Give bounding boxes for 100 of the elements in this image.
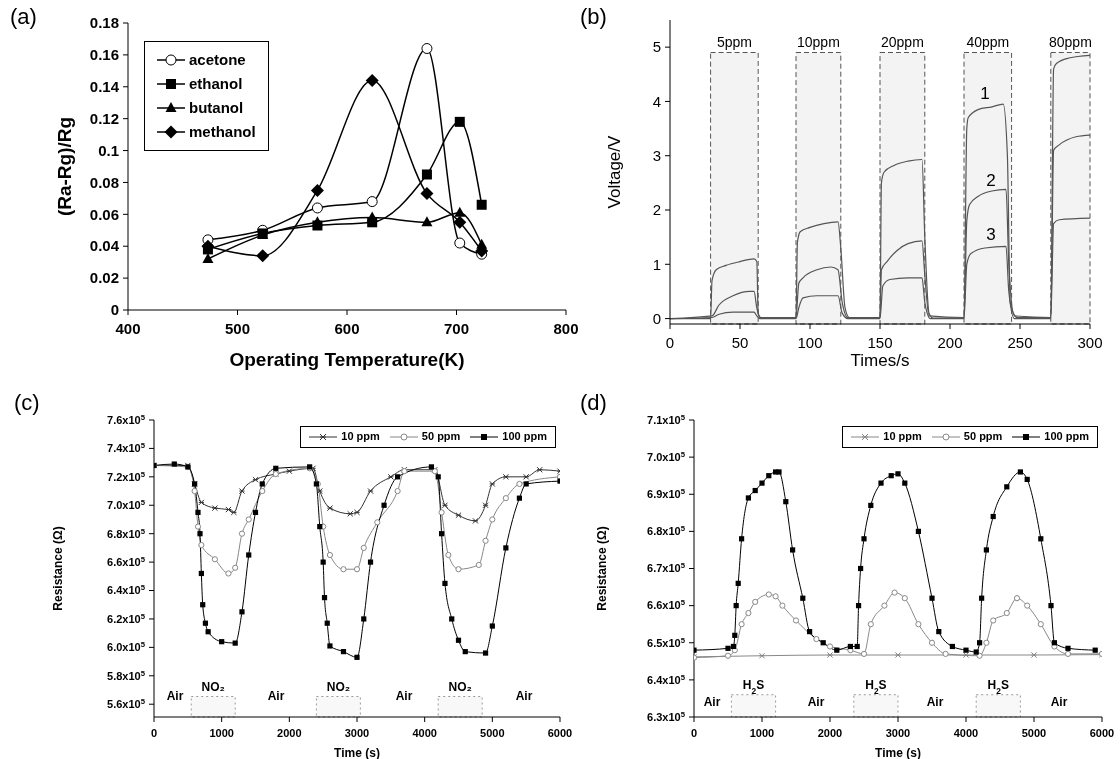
y-tick-label: 0.16 <box>89 46 119 64</box>
x-tick-label: 100 <box>797 334 823 351</box>
annotation: Air <box>1050 695 1068 709</box>
x-tick-label: 4000 <box>953 727 979 739</box>
annotation: Air <box>926 695 944 709</box>
legend-label: methanol <box>189 122 256 142</box>
annotation: Air <box>395 689 413 703</box>
y-tick-label: 7.1x10$^{5}$ <box>647 412 686 426</box>
y-tick-label: 6.4x10$^{5}$ <box>107 582 146 597</box>
y-tick-label: 7.6x10$^{5}$ <box>107 412 146 426</box>
annotation: Air <box>807 695 825 709</box>
x-tick-label: 50 <box>731 334 749 351</box>
y-tick-label: 6.0x10$^{5}$ <box>107 639 146 654</box>
y-tick-label: 6.7x10$^{5}$ <box>647 560 686 575</box>
y-axis-title: (Ra-Rg)/Rg <box>53 116 75 217</box>
y-tick-label: 0.02 <box>89 269 119 287</box>
band-label: NO₂ <box>201 679 225 694</box>
y-axis-title: Voltage/V <box>605 134 625 209</box>
y-tick-label: 4 <box>652 92 661 110</box>
annotation: 1 <box>980 83 990 103</box>
x-tick-label: 150 <box>867 334 893 351</box>
y-tick-label: 7.0x10$^{5}$ <box>647 449 686 463</box>
y-tick-label: 7.0x10$^{5}$ <box>107 497 146 512</box>
x-tick-label: 2000 <box>817 727 843 739</box>
band-label: NO₂ <box>326 679 351 694</box>
band-label: 40ppm <box>966 33 1010 50</box>
annotation: 2 <box>986 170 996 190</box>
y-tick-label: 0.14 <box>89 78 120 96</box>
annotation: Air <box>515 689 533 703</box>
y-tick-label: 5.6x10$^{5}$ <box>107 696 146 711</box>
band-label: 10ppm <box>796 33 840 50</box>
legend-label: 50 ppm <box>421 429 461 444</box>
annotation: Air <box>166 689 184 703</box>
x-tick-label: 5000 <box>1021 727 1047 739</box>
x-tick-label: 1000 <box>749 727 775 739</box>
y-tick-label: 1 <box>652 255 661 273</box>
x-tick-label: 2000 <box>277 727 302 739</box>
x-axis-title: Times/s <box>850 351 910 370</box>
legend-label: 100 ppm <box>1044 429 1089 444</box>
x-tick-label: 800 <box>553 320 579 337</box>
x-tick-label: 200 <box>937 334 963 351</box>
y-tick-label: 6.9x10$^{5}$ <box>647 486 686 501</box>
y-tick-label: 5 <box>652 38 661 56</box>
x-tick-label: 250 <box>1007 334 1033 351</box>
y-tick-label: 6.5x10$^{5}$ <box>647 635 686 649</box>
x-tick-label: 3000 <box>344 727 370 739</box>
band-label: H$_{2}$S <box>865 677 887 696</box>
band-label: NO₂ <box>448 679 472 694</box>
y-tick-label: 0.08 <box>89 173 119 191</box>
annotation: Air <box>703 695 721 709</box>
x-tick-label: 400 <box>115 320 141 337</box>
y-tick-label: 6.3x10$^{5}$ <box>647 709 686 723</box>
x-axis-title: Time (s) <box>334 746 380 759</box>
y-tick-label: 6.4x10$^{5}$ <box>647 672 686 686</box>
legend-label: 50 ppm <box>963 429 1003 444</box>
y-tick-label: 0.06 <box>89 205 119 223</box>
y-tick-label: 0.12 <box>89 109 119 127</box>
y-tick-label: 7.4x10$^{5}$ <box>107 440 146 455</box>
x-tick-label: 600 <box>334 320 360 337</box>
y-tick-label: 6.6x10$^{5}$ <box>107 554 146 568</box>
y-axis-title: Resistance (Ω) <box>595 526 610 611</box>
x-tick-label: 700 <box>443 320 470 337</box>
annotation: Air <box>267 689 285 703</box>
y-tick-label: 3 <box>652 146 661 164</box>
y-tick-label: 6.2x10$^{5}$ <box>107 611 146 625</box>
x-tick-label: 6000 <box>1089 727 1115 739</box>
legend-label: 10 ppm <box>883 429 922 444</box>
x-tick-label: 0 <box>150 727 158 739</box>
y-tick-label: 6.6x10$^{5}$ <box>647 597 686 612</box>
y-tick-label: 0.04 <box>89 237 120 255</box>
text: (c) <box>14 390 40 415</box>
legend-label: acetone <box>189 50 246 70</box>
text: (b) <box>580 4 607 29</box>
y-tick-label: 5.8x10$^{5}$ <box>107 668 146 682</box>
legend-label: ethanol <box>189 74 243 94</box>
annotation: 3 <box>986 224 996 244</box>
legend-label: 10 ppm <box>341 429 380 444</box>
text: (a) <box>10 4 37 29</box>
y-tick-label: 0.18 <box>89 14 119 32</box>
x-axis-title: Time (s) <box>875 746 921 759</box>
band-label: 5ppm <box>716 33 752 50</box>
y-axis-title: Resistance (Ω) <box>51 526 66 611</box>
y-tick-label: 0.1 <box>98 141 119 159</box>
band-label: 80ppm <box>1048 33 1092 50</box>
x-tick-label: 4000 <box>412 727 437 739</box>
x-tick-label: 5000 <box>480 727 505 739</box>
y-tick-label: 2 <box>652 201 661 219</box>
x-tick-label: 500 <box>224 320 251 337</box>
x-axis-title: Operating Temperature(K) <box>229 349 465 370</box>
x-tick-label: 1000 <box>209 727 234 739</box>
y-tick-label: 6.8x10$^{5}$ <box>647 523 686 538</box>
y-tick-label: 7.2x10$^{5}$ <box>107 469 146 483</box>
legend-label: 100 ppm <box>502 429 547 444</box>
x-tick-label: 300 <box>1077 334 1103 351</box>
text: (d) <box>580 390 607 415</box>
x-tick-label: 3000 <box>885 727 911 739</box>
y-tick-label: 0 <box>110 301 119 319</box>
x-tick-label: 0 <box>690 727 698 739</box>
y-tick-label: 6.8x10$^{5}$ <box>107 526 146 540</box>
band-label: H$_{2}$S <box>742 677 765 696</box>
